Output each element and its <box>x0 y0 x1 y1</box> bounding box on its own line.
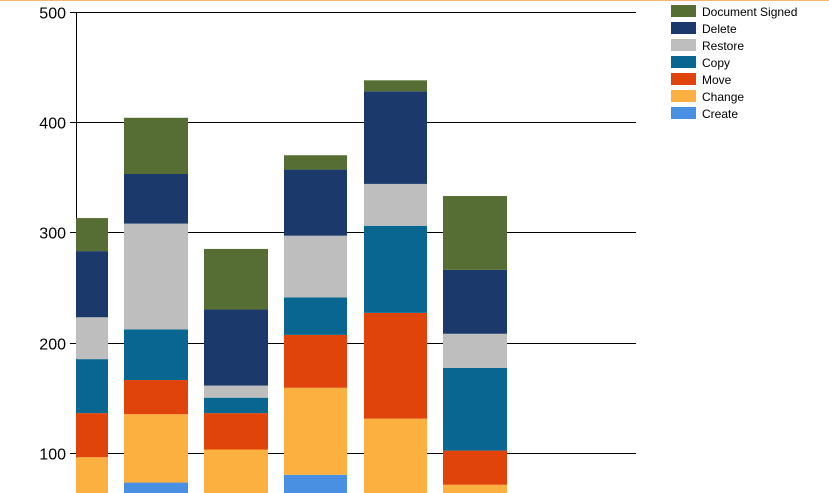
y-tick-label: 100 <box>39 447 66 464</box>
bar-segment-move-5 <box>364 312 427 419</box>
bar-segment-document-signed-6 <box>443 196 507 270</box>
legend-swatch-create <box>671 107 696 119</box>
bar-segment-copy-6 <box>443 367 507 451</box>
bar-segment-move-4 <box>284 334 347 388</box>
legend-swatch-move <box>671 73 696 85</box>
bar-segment-delete-6 <box>443 269 507 334</box>
bar-segment-restore-5 <box>364 183 427 226</box>
bar-segment-copy-5 <box>364 225 427 313</box>
legend-label: Change <box>702 90 744 104</box>
legend-swatch-copy <box>671 56 696 68</box>
bar-segment-delete-5 <box>364 91 427 184</box>
legend-swatch-document-signed <box>671 5 696 17</box>
bar-segment-change-6 <box>443 484 507 493</box>
y-tick-label: 200 <box>39 337 66 354</box>
legend-swatch-change <box>671 90 696 102</box>
bar-segment-restore-2 <box>124 223 188 330</box>
bars <box>76 80 507 493</box>
legend: Document Signed Delete Restore Copy Move Chan… <box>671 5 797 121</box>
y-tick-label: 500 <box>39 6 66 23</box>
bar-segment-change-2 <box>124 414 188 483</box>
bar-segment-delete-4 <box>284 169 347 236</box>
bar-segment-change-1 <box>76 457 108 493</box>
bar-segment-copy-1 <box>76 359 108 414</box>
bar-segment-copy-4 <box>284 297 347 335</box>
bar-segment-delete-3 <box>204 309 268 386</box>
bar-segment-change-5 <box>364 418 427 493</box>
bar-segment-change-4 <box>284 387 347 475</box>
bar-segment-restore-3 <box>204 385 268 398</box>
bar-segment-move-1 <box>76 413 108 458</box>
legend-swatch-delete <box>671 22 696 34</box>
bar-segment-document-signed-1 <box>76 218 108 252</box>
bar-segment-restore-4 <box>284 235 347 298</box>
bar-segment-document-signed-3 <box>204 248 268 310</box>
y-tick-label: 300 <box>39 226 66 243</box>
legend-label: Move <box>702 73 732 87</box>
legend-swatch-restore <box>671 39 696 51</box>
bar-segment-document-signed-2 <box>124 117 188 174</box>
bar-segment-move-3 <box>204 413 268 450</box>
bar-segment-document-signed-5 <box>364 80 427 92</box>
top-border-rule <box>0 0 829 1</box>
bar-segment-change-3 <box>204 449 268 493</box>
legend-label: Document Signed <box>702 5 797 19</box>
bar-segment-restore-6 <box>443 333 507 368</box>
bar-segment-create-4 <box>284 474 347 493</box>
bar-segment-delete-1 <box>76 251 108 318</box>
bar-segment-move-2 <box>124 380 188 415</box>
legend-label: Restore <box>702 39 744 53</box>
y-axis: 100 200 300 400 500 <box>39 6 77 493</box>
bar-segment-copy-2 <box>124 329 188 381</box>
bar-segment-restore-1 <box>76 317 108 360</box>
y-tick-label: 400 <box>39 116 66 133</box>
legend-label: Delete <box>702 22 737 36</box>
bar-segment-document-signed-4 <box>284 155 347 170</box>
bar-segment-create-2 <box>124 482 188 493</box>
legend-label: Copy <box>702 56 730 70</box>
legend-label: Create <box>702 107 738 121</box>
bar-segment-copy-3 <box>204 397 268 414</box>
bar-segment-move-6 <box>443 450 507 485</box>
bar-segment-delete-2 <box>124 173 188 224</box>
